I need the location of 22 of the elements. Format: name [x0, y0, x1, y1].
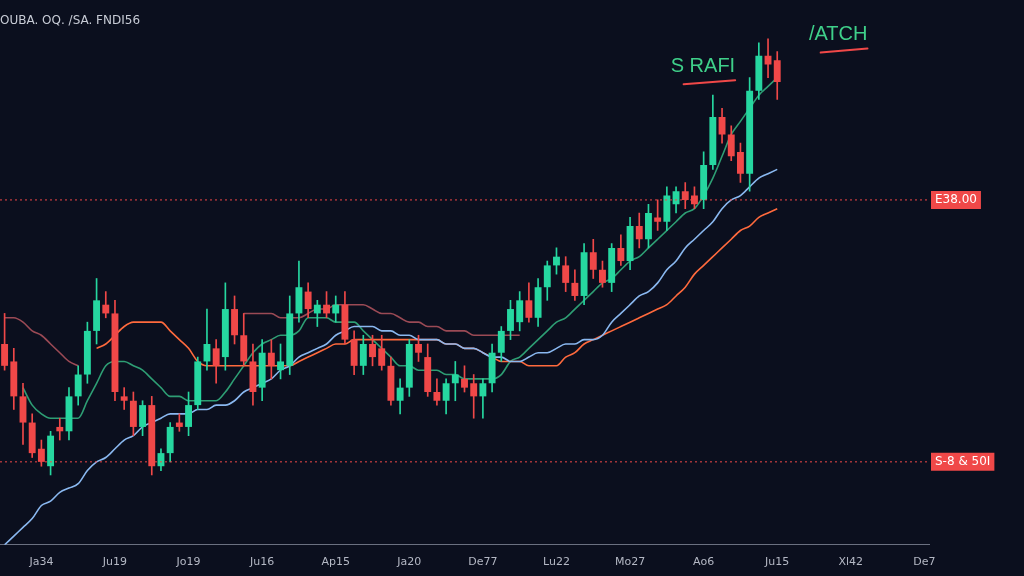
x-tick-label: Ju15	[764, 555, 790, 569]
candlestick	[451, 361, 459, 402]
x-tick-label: Ap15	[321, 555, 350, 569]
x-tick-label: Ao6	[693, 555, 715, 569]
candlestick	[56, 417, 64, 441]
x-tick-label: Lu22	[543, 555, 570, 569]
x-tick-label: De7	[913, 555, 936, 569]
chart-title: OUBA. OQ. /SA. FNDI56	[0, 13, 141, 28]
candlestick	[764, 38, 772, 79]
x-tick-label: Mo27	[614, 555, 646, 569]
x-tick-label: Jo19	[175, 555, 201, 569]
x-tick-label: Ja20	[396, 555, 422, 569]
annotation: /ATCH	[808, 22, 868, 45]
x-tick-label: Ju19	[101, 555, 128, 569]
annotation: S RAFI	[670, 53, 736, 76]
candlestick	[120, 387, 128, 410]
x-tick-label: Xl42	[838, 555, 864, 569]
x-tick-label: De77	[468, 555, 498, 569]
x-tick-label: Ju16	[249, 555, 275, 569]
ref-line-label: S-8 & 50I	[935, 453, 991, 468]
x-tick-label: Ja34	[28, 555, 54, 569]
ref-line-label: E38.00	[935, 192, 977, 207]
